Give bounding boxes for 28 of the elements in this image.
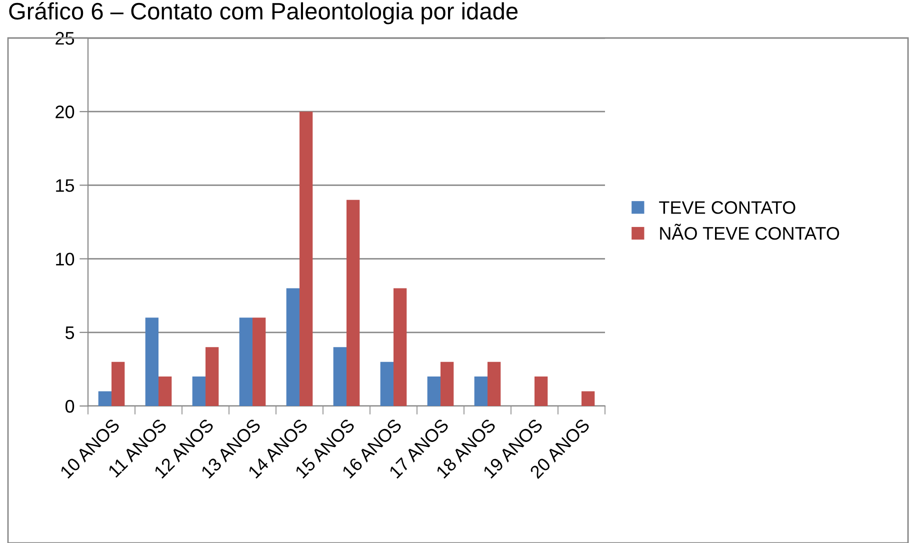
- bar: [192, 376, 206, 406]
- bar: [474, 376, 488, 406]
- bar: [239, 318, 252, 406]
- bar: [380, 362, 394, 406]
- y-tick-label: 0: [65, 400, 74, 413]
- bar: [206, 347, 219, 406]
- bar: [427, 376, 440, 406]
- y-tick-label: 15: [56, 179, 74, 192]
- bar: [112, 362, 125, 406]
- bar: [145, 318, 158, 406]
- legend-label: TEVE CONTATO: [659, 201, 796, 214]
- bar: [333, 347, 346, 406]
- chart-title: Gráfico 6 – Contato com Paleontologia por idade: [9, 2, 518, 24]
- bar: [534, 376, 548, 406]
- bar: [440, 362, 454, 406]
- y-tick-label: 5: [65, 326, 74, 340]
- bar: [582, 391, 595, 406]
- bar: [252, 318, 266, 406]
- bar: [300, 112, 313, 406]
- bar: [488, 362, 501, 406]
- y-tick-label: 10: [56, 252, 74, 266]
- bar: [98, 391, 112, 406]
- bar: [394, 288, 407, 406]
- bar: [286, 288, 300, 406]
- legend-label: NÃO TEVE CONTATO: [660, 224, 840, 240]
- y-tick-label: 20: [56, 106, 74, 118]
- bar: [158, 376, 172, 406]
- bar: [346, 200, 360, 406]
